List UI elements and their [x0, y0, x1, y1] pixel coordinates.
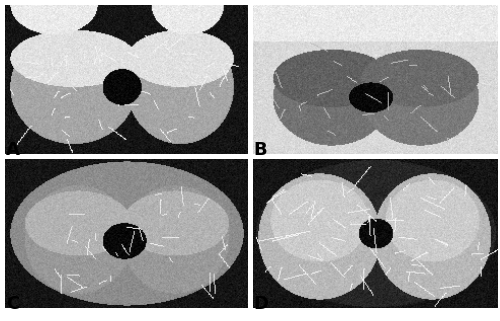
Text: A: A	[6, 141, 20, 159]
Text: B: B	[254, 141, 267, 159]
Text: D: D	[254, 295, 268, 313]
Text: C: C	[6, 295, 19, 313]
